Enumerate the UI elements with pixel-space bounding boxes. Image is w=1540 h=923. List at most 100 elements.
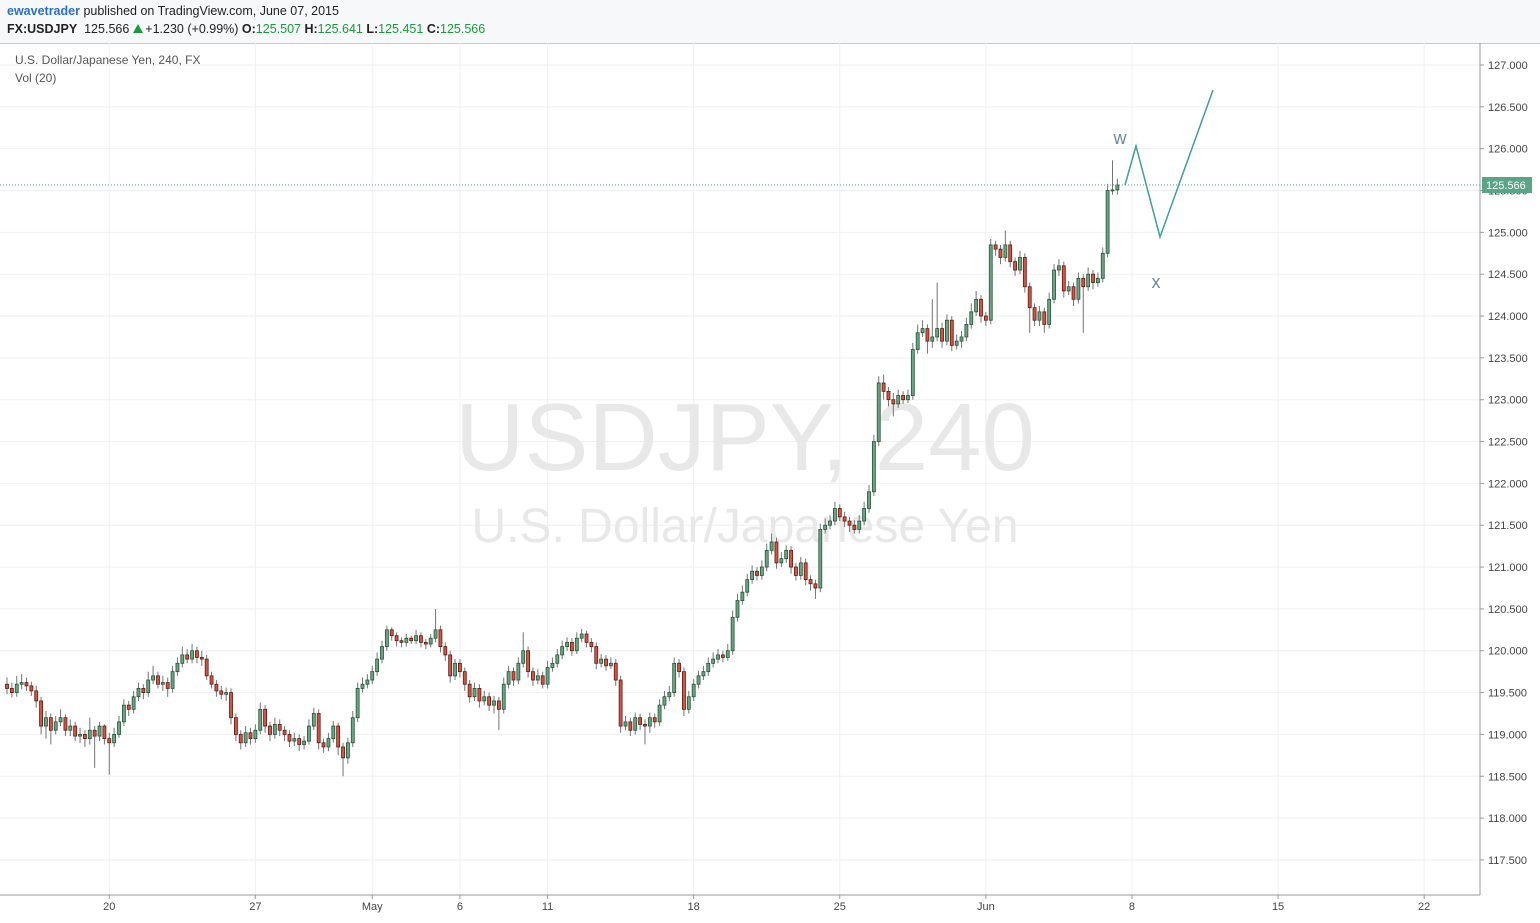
- candle-body: [477, 688, 482, 702]
- candle-body: [974, 298, 979, 313]
- candle-body: [1008, 244, 1013, 263]
- price: 125.566: [84, 22, 130, 36]
- candle-body: [34, 690, 39, 702]
- y-tick-label: 122.000: [1488, 478, 1528, 490]
- candle-body: [604, 658, 608, 667]
- candle-body: [199, 657, 204, 660]
- candle-body: [268, 725, 272, 735]
- x-tick-label: Jun: [977, 901, 995, 913]
- candle-body: [813, 583, 818, 589]
- legend-title: U.S. Dollar/Japanese Yen, 240, FX: [15, 53, 200, 67]
- candle-body: [764, 549, 769, 568]
- candle-body: [399, 640, 404, 643]
- x-tick-label: 22: [1418, 901, 1430, 913]
- c-value: 125.566: [440, 22, 486, 36]
- candle-body: [774, 541, 779, 564]
- candle-body: [794, 566, 798, 576]
- candle-body: [555, 654, 560, 664]
- x-tick-label: 15: [1272, 901, 1284, 913]
- candle-body: [458, 662, 462, 673]
- author[interactable]: ewavetrader: [7, 4, 80, 18]
- candle-body: [652, 717, 657, 723]
- candle-body: [467, 683, 472, 698]
- candle-body: [102, 725, 107, 740]
- candle-body: [784, 549, 789, 560]
- candle-body: [526, 650, 530, 673]
- quote-line: FX:USDJPY 125.566 +1.230 (+0.99%) O:125.5…: [7, 22, 485, 36]
- candle-body: [769, 541, 774, 551]
- candle-body: [423, 641, 428, 645]
- candle-body: [643, 723, 647, 727]
- candle-body: [53, 721, 58, 731]
- candle-body: [117, 721, 121, 735]
- candle-body: [394, 635, 399, 642]
- candle-body: [73, 725, 78, 737]
- candle-body: [969, 311, 974, 325]
- candle-body: [1115, 184, 1120, 191]
- candle-body: [472, 688, 477, 698]
- candle-body: [560, 646, 565, 656]
- candle-body: [750, 570, 755, 581]
- candle-body: [842, 516, 847, 522]
- candle-body: [355, 688, 360, 719]
- candle-body: [988, 244, 993, 321]
- candle-body: [48, 717, 53, 731]
- candle-body: [462, 671, 467, 685]
- candle-body: [1057, 265, 1061, 271]
- candle-body: [214, 683, 219, 692]
- y-tick-label: 121.500: [1488, 520, 1528, 532]
- candle-body: [910, 349, 915, 396]
- candle-body: [833, 508, 837, 522]
- candle-body: [862, 508, 867, 522]
- candle-body: [1081, 277, 1086, 288]
- candle-body: [818, 529, 823, 589]
- candle-body: [1037, 311, 1042, 321]
- y-tick-label: 123.500: [1488, 353, 1528, 365]
- candle-body: [501, 683, 506, 710]
- l-value: 125.451: [378, 22, 424, 36]
- up-arrow: [133, 24, 144, 33]
- y-tick-label: 120.500: [1488, 604, 1528, 616]
- candle-body: [83, 734, 87, 740]
- y-tick-label: 126.500: [1488, 102, 1528, 114]
- candle-body: [940, 328, 944, 342]
- candle-body: [803, 562, 808, 581]
- candle-body: [511, 671, 516, 681]
- candle-body: [492, 700, 496, 706]
- candle-body: [599, 658, 604, 664]
- candle-body: [613, 662, 618, 681]
- candle-body: [1105, 190, 1110, 254]
- watermark-symbol: USDJPY, 240: [455, 384, 1035, 491]
- candle-body: [1076, 277, 1081, 300]
- candle-body: [331, 725, 336, 740]
- candle-body: [589, 641, 594, 647]
- candle-body: [496, 700, 501, 710]
- candle-body: [945, 319, 949, 342]
- candle-body: [901, 395, 905, 401]
- candle-body: [706, 662, 711, 673]
- candle-body: [506, 671, 511, 685]
- c-label: C:: [426, 22, 441, 36]
- candle-body: [759, 566, 764, 576]
- candle-body: [360, 683, 365, 689]
- x-tick-label: May: [362, 901, 383, 913]
- candle-body: [1042, 311, 1047, 325]
- candle-body: [190, 650, 194, 660]
- candle-body: [316, 713, 321, 744]
- wave-label: x: [1152, 272, 1161, 292]
- o-value: 125.507: [255, 22, 301, 36]
- candle-body: [336, 725, 341, 748]
- candle-body: [1061, 265, 1066, 292]
- candle-body: [233, 717, 238, 735]
- candle-body: [930, 336, 935, 342]
- publish-line: ewavetrader published on TradingView.com…: [7, 4, 339, 18]
- candle-body: [954, 340, 959, 346]
- candle-body: [716, 654, 720, 660]
- candle-body: [238, 734, 243, 744]
- candle-body: [925, 328, 930, 342]
- indicator-label: Vol (20): [15, 71, 56, 85]
- candle-body: [535, 675, 540, 681]
- wave-label: w: [1113, 128, 1128, 148]
- candle-body: [808, 579, 813, 585]
